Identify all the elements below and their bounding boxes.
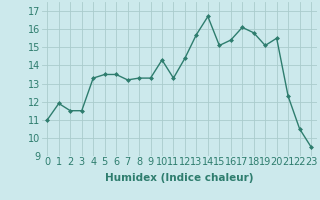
X-axis label: Humidex (Indice chaleur): Humidex (Indice chaleur) <box>105 173 253 183</box>
